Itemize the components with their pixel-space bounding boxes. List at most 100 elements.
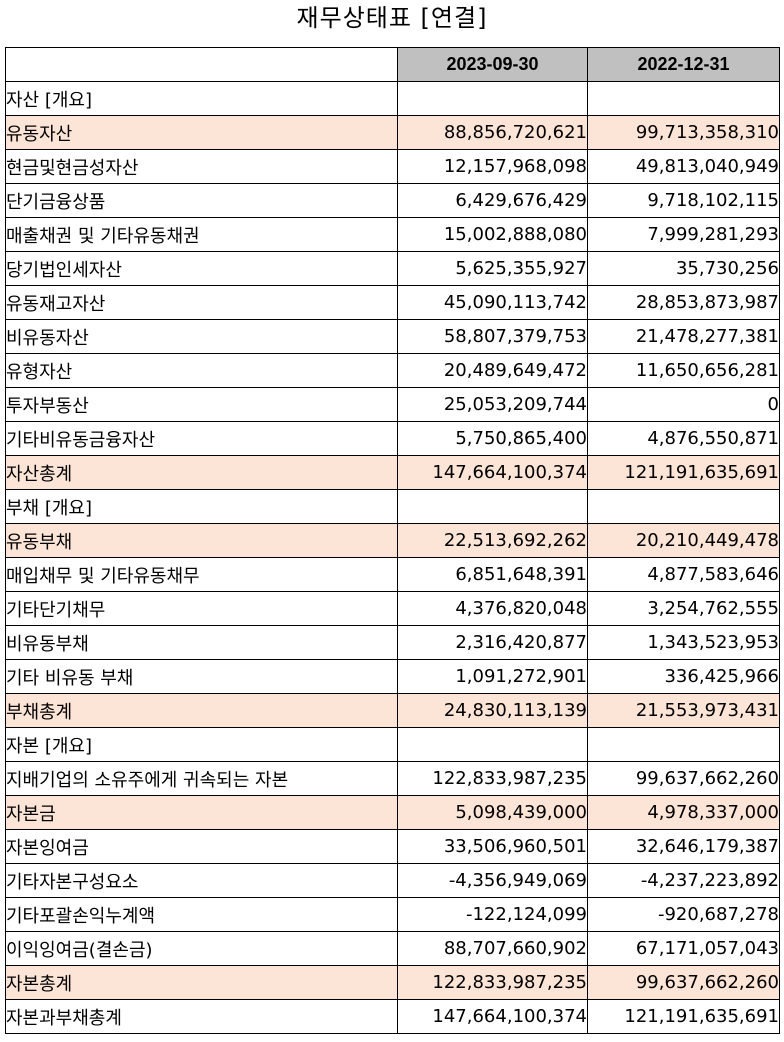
table-row: 비유동자산 58,807,379,753 21,478,277,381 <box>5 319 780 354</box>
value-2023-09-30: 6,851,648,391 <box>397 557 588 592</box>
column-header-2022-12-31: 2022-12-31 <box>587 47 780 82</box>
row-label: 기타단기채무 <box>5 591 398 626</box>
table-row: 자산총계 147,664,100,374 121,191,635,691 <box>5 455 780 490</box>
value-2023-09-30: 147,664,100,374 <box>397 999 588 1034</box>
value-2022-12-31: 3,254,762,555 <box>587 591 780 626</box>
table-row: 기타포괄손익누계액 -122,124,099 -920,687,278 <box>5 897 780 932</box>
table-row: 자본잉여금 33,506,960,501 32,646,179,387 <box>5 829 780 864</box>
table-row: 당기법인세자산 5,625,355,927 35,730,256 <box>5 251 780 286</box>
value-2022-12-31: 336,425,966 <box>587 659 780 694</box>
value-2022-12-31: 99,713,358,310 <box>587 115 780 150</box>
row-label: 유형자산 <box>5 353 398 388</box>
row-label: 자산총계 <box>5 455 398 490</box>
row-label: 기타 비유동 부채 <box>5 659 398 694</box>
row-label: 지배기업의 소유주에게 귀속되는 자본 <box>5 761 398 796</box>
row-label: 기타자본구성요소 <box>5 863 398 898</box>
table-row: 유동재고자산 45,090,113,742 28,853,873,987 <box>5 285 780 320</box>
row-label: 자본금 <box>5 795 398 830</box>
table-row: 이익잉여금(결손금) 88,707,660,902 67,171,057,043 <box>5 931 780 966</box>
value-2023-09-30 <box>397 727 588 762</box>
value-2023-09-30: 122,833,987,235 <box>397 965 588 1000</box>
row-label: 부채 [개요] <box>5 489 398 524</box>
value-2022-12-31: 4,877,583,646 <box>587 557 780 592</box>
value-2022-12-31: 21,553,973,431 <box>587 693 780 728</box>
table-row: 기타비유동금융자산 5,750,865,400 4,876,550,871 <box>5 421 780 456</box>
value-2022-12-31: 4,876,550,871 <box>587 421 780 456</box>
row-label: 비유동자산 <box>5 319 398 354</box>
value-2023-09-30: 58,807,379,753 <box>397 319 588 354</box>
table-row: 자산 [개요] <box>5 81 780 116</box>
header-blank-cell <box>5 47 398 82</box>
value-2023-09-30: 2,316,420,877 <box>397 625 588 660</box>
value-2022-12-31: 49,813,040,949 <box>587 149 780 184</box>
value-2022-12-31: 21,478,277,381 <box>587 319 780 354</box>
value-2023-09-30: 5,098,439,000 <box>397 795 588 830</box>
value-2023-09-30: 20,489,649,472 <box>397 353 588 388</box>
row-label: 자본잉여금 <box>5 829 398 864</box>
row-label: 유동부채 <box>5 523 398 558</box>
value-2022-12-31: -920,687,278 <box>587 897 780 932</box>
table-row: 단기금융상품 6,429,676,429 9,718,102,115 <box>5 183 780 218</box>
value-2022-12-31: 20,210,449,478 <box>587 523 780 558</box>
table-row: 자본금 5,098,439,000 4,978,337,000 <box>5 795 780 830</box>
value-2023-09-30: 24,830,113,139 <box>397 693 588 728</box>
value-2022-12-31: 4,978,337,000 <box>587 795 780 830</box>
value-2022-12-31: -4,237,223,892 <box>587 863 780 898</box>
table-body: 자산 [개요] 유동자산 88,856,720,621 99,713,358,310 현… <box>5 81 780 1034</box>
value-2022-12-31: 0 <box>587 387 780 422</box>
row-label: 비유동부채 <box>5 625 398 660</box>
row-label: 기타포괄손익누계액 <box>5 897 398 932</box>
value-2023-09-30 <box>397 489 588 524</box>
page-title: 재무상태표 [연결] <box>296 4 488 32</box>
row-label: 이익잉여금(결손금) <box>5 931 398 966</box>
value-2023-09-30: 5,625,355,927 <box>397 251 588 286</box>
value-2023-09-30: 122,833,987,235 <box>397 761 588 796</box>
value-2022-12-31: 28,853,873,987 <box>587 285 780 320</box>
table-row: 매출채권 및 기타유동채권 15,002,888,080 7,999,281,293 <box>5 217 780 252</box>
value-2023-09-30: 15,002,888,080 <box>397 217 588 252</box>
table-row: 기타 비유동 부채 1,091,272,901 336,425,966 <box>5 659 780 694</box>
table-row: 현금및현금성자산 12,157,968,098 49,813,040,949 <box>5 149 780 184</box>
value-2022-12-31 <box>587 489 780 524</box>
value-2023-09-30: 147,664,100,374 <box>397 455 588 490</box>
table-row: 유형자산 20,489,649,472 11,650,656,281 <box>5 353 780 388</box>
value-2023-09-30: 12,157,968,098 <box>397 149 588 184</box>
value-2023-09-30: 88,707,660,902 <box>397 931 588 966</box>
value-2023-09-30: 4,376,820,048 <box>397 591 588 626</box>
table-row: 비유동부채 2,316,420,877 1,343,523,953 <box>5 625 780 660</box>
row-label: 매입채무 및 기타유동채무 <box>5 557 398 592</box>
value-2022-12-31: 121,191,635,691 <box>587 455 780 490</box>
value-2022-12-31 <box>587 727 780 762</box>
value-2023-09-30: 22,513,692,262 <box>397 523 588 558</box>
column-header-2023-09-30: 2023-09-30 <box>397 47 588 82</box>
row-label: 투자부동산 <box>5 387 398 422</box>
row-label: 현금및현금성자산 <box>5 149 398 184</box>
row-label: 유동자산 <box>5 115 398 150</box>
value-2023-09-30: 88,856,720,621 <box>397 115 588 150</box>
table-row: 기타단기채무 4,376,820,048 3,254,762,555 <box>5 591 780 626</box>
table-row: 지배기업의 소유주에게 귀속되는 자본 122,833,987,235 99,637… <box>5 761 780 796</box>
row-label: 유동재고자산 <box>5 285 398 320</box>
header-row: 2023-09-30 2022-12-31 <box>5 47 780 82</box>
table-row: 투자부동산 25,053,209,744 0 <box>5 387 780 422</box>
value-2022-12-31: 9,718,102,115 <box>587 183 780 218</box>
value-2022-12-31: 99,637,662,260 <box>587 965 780 1000</box>
value-2023-09-30: 5,750,865,400 <box>397 421 588 456</box>
row-label: 기타비유동금융자산 <box>5 421 398 456</box>
table-row: 자본과부채총계 147,664,100,374 121,191,635,691 <box>5 999 780 1034</box>
value-2022-12-31: 121,191,635,691 <box>587 999 780 1034</box>
row-label: 자산 [개요] <box>5 81 398 116</box>
value-2022-12-31: 1,343,523,953 <box>587 625 780 660</box>
balance-sheet-table: 2023-09-30 2022-12-31 자산 [개요] 유동자산 88,856,… <box>5 47 780 1034</box>
table-row: 자본 [개요] <box>5 727 780 762</box>
table-row: 부채총계 24,830,113,139 21,553,973,431 <box>5 693 780 728</box>
value-2023-09-30 <box>397 81 588 116</box>
row-label: 매출채권 및 기타유동채권 <box>5 217 398 252</box>
value-2023-09-30: 33,506,960,501 <box>397 829 588 864</box>
value-2022-12-31 <box>587 81 780 116</box>
value-2023-09-30: 45,090,113,742 <box>397 285 588 320</box>
row-label: 자본 [개요] <box>5 727 398 762</box>
table-row: 유동자산 88,856,720,621 99,713,358,310 <box>5 115 780 150</box>
value-2023-09-30: -4,356,949,069 <box>397 863 588 898</box>
table-row: 부채 [개요] <box>5 489 780 524</box>
